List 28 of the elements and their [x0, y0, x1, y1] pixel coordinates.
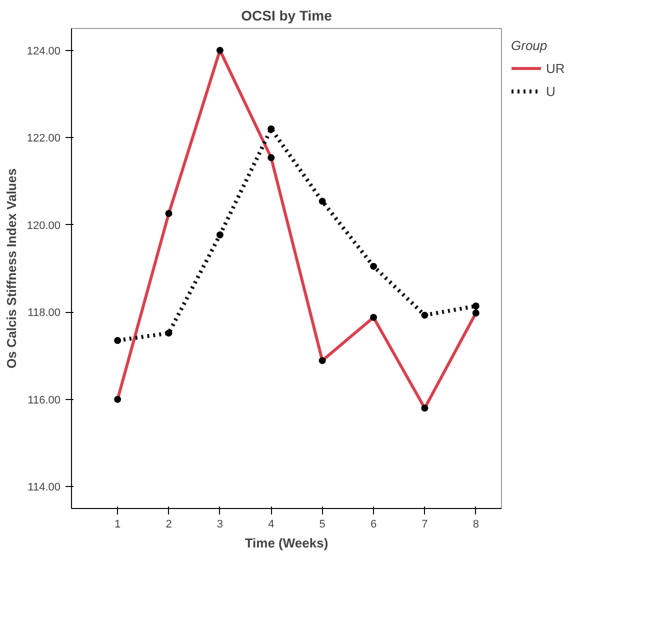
y-tick-label: 120.00 — [26, 220, 61, 232]
point — [370, 262, 378, 270]
y-tick-label: 116.00 — [28, 394, 60, 406]
y-tick-label: 124.00 — [26, 45, 61, 58]
x-tick-label: 5 — [319, 518, 326, 530]
point — [165, 330, 172, 337]
chart-title: OCSI by Time — [241, 8, 332, 24]
y-tick-label: 118.00 — [28, 307, 60, 320]
x-tick-label: 2 — [166, 518, 172, 530]
point — [472, 302, 480, 310]
x-tick-label: 4 — [268, 518, 274, 530]
legend-label: UR — [546, 60, 566, 76]
x-axis-title: Time (Weeks) — [244, 536, 328, 550]
y-axis-title: Os Calcis Stiffness Index Values — [4, 168, 19, 369]
point — [114, 337, 122, 344]
point — [216, 231, 224, 238]
legend-label: U — [546, 84, 556, 98]
legend-title: Group — [511, 38, 548, 53]
y-tick-label: 122.00 — [26, 132, 61, 145]
x-tick-label: 1 — [114, 518, 121, 530]
x-tick-label: 7 — [422, 518, 428, 530]
point — [421, 312, 428, 319]
point — [318, 198, 326, 205]
x-tick-label: 6 — [370, 518, 377, 530]
y-tick-label: 114.00 — [28, 482, 60, 494]
x-tick-label: 8 — [472, 518, 479, 530]
point — [268, 125, 275, 132]
x-tick-label: 3 — [216, 518, 224, 530]
